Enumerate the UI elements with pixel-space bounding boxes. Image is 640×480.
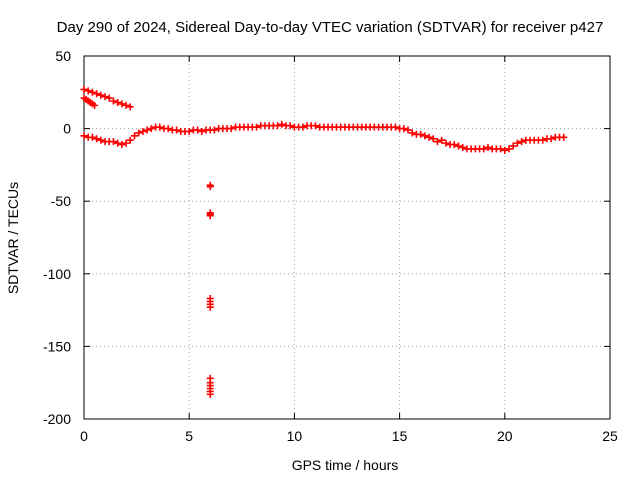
data-point <box>210 126 218 134</box>
data-point <box>88 133 96 141</box>
data-point <box>547 135 555 143</box>
y-tick-label: -200 <box>43 411 71 427</box>
data-point <box>438 136 446 144</box>
data-point <box>455 142 463 150</box>
axis-ticks: 0 5 10 15 20 25 50 0 -50 -100 -150 -200 <box>43 48 618 444</box>
data-point <box>450 141 458 149</box>
x-tick-label: 10 <box>287 428 303 444</box>
y-tick-label: -100 <box>43 266 71 282</box>
data-point <box>505 145 513 153</box>
data-point <box>84 87 92 95</box>
data-point <box>391 123 399 131</box>
y-tick-label: -150 <box>43 338 71 354</box>
data-point <box>206 183 214 191</box>
data-point <box>501 146 509 154</box>
data-point <box>286 122 294 130</box>
data-point <box>114 98 122 106</box>
data-point <box>278 120 286 128</box>
plot-frame <box>83 55 611 420</box>
x-tick-label: 20 <box>497 428 513 444</box>
y-axis-label: SDTVAR / TECUs <box>5 182 21 294</box>
data-point <box>404 126 412 134</box>
y-tick-label: -50 <box>51 193 71 209</box>
data-point <box>425 133 433 141</box>
data-point <box>122 101 130 109</box>
data-point <box>253 123 261 131</box>
data-point <box>97 136 105 144</box>
data-point <box>480 145 488 153</box>
data-point <box>135 129 143 137</box>
x-tick-label: 5 <box>185 428 193 444</box>
data-point <box>459 143 467 151</box>
y-tick-label: 50 <box>55 48 71 64</box>
data-point <box>97 91 105 99</box>
data-point <box>509 142 517 150</box>
data-point <box>433 138 441 146</box>
data-point <box>198 128 206 136</box>
data-point <box>122 139 130 147</box>
x-tick-label: 0 <box>80 428 88 444</box>
data-point <box>274 122 282 130</box>
data-point <box>417 130 425 138</box>
data-point <box>126 103 134 111</box>
data-point <box>139 128 147 136</box>
data-point <box>93 135 101 143</box>
data-point <box>80 132 88 140</box>
data-point <box>408 129 416 137</box>
data-point <box>80 85 88 93</box>
chart-title: Day 290 of 2024, Sidereal Day-to-day VTE… <box>57 19 604 36</box>
data-point <box>114 139 122 147</box>
data-point <box>429 135 437 143</box>
data-point <box>118 100 126 108</box>
y-tick-label: 0 <box>63 121 71 137</box>
data-point <box>147 125 155 133</box>
data-point <box>560 133 568 141</box>
data-point <box>442 139 450 147</box>
data-point <box>518 138 526 146</box>
data-point <box>164 125 172 133</box>
x-tick-label: 15 <box>392 428 408 444</box>
data-points <box>80 85 568 398</box>
data-point <box>206 212 214 220</box>
data-point <box>126 136 134 144</box>
x-tick-label: 25 <box>602 428 618 444</box>
data-point <box>206 390 214 398</box>
data-point <box>130 132 138 140</box>
data-point <box>156 123 164 131</box>
data-point <box>299 123 307 131</box>
data-point <box>93 90 101 98</box>
data-point <box>400 125 408 133</box>
data-point <box>91 101 99 109</box>
data-point <box>109 138 117 146</box>
data-point <box>513 139 521 147</box>
data-point <box>88 88 96 96</box>
grid-lines <box>84 56 610 419</box>
data-point <box>539 136 547 144</box>
x-axis-label: GPS time / hours <box>292 457 399 473</box>
data-point <box>101 93 109 101</box>
data-point <box>311 122 319 130</box>
data-point <box>497 145 505 153</box>
data-point <box>105 94 113 102</box>
data-point <box>484 143 492 151</box>
data-point <box>109 97 117 105</box>
data-point <box>206 303 214 311</box>
data-point <box>227 125 235 133</box>
data-point <box>194 126 202 134</box>
data-point <box>185 128 193 136</box>
data-point <box>421 132 429 140</box>
data-point <box>173 126 181 134</box>
data-point <box>118 141 126 149</box>
data-point <box>143 126 151 134</box>
